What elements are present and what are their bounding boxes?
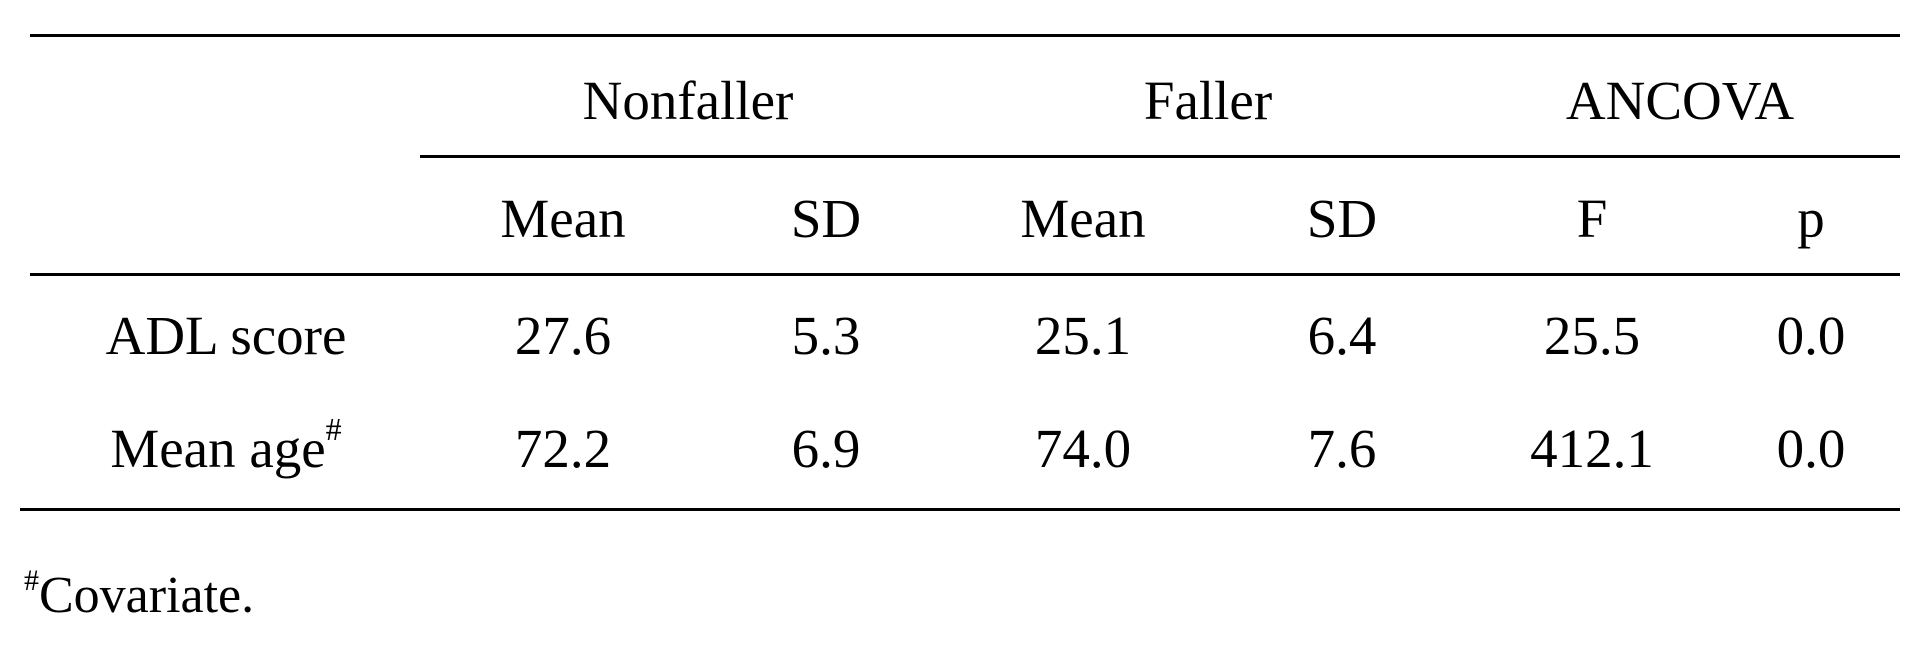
- row-nonfaller-mean: 72.2: [514, 418, 612, 479]
- table-bottom-rule: [20, 508, 1900, 511]
- row-nonfaller-sd: 6.9: [791, 418, 861, 479]
- subheader-rule: [30, 273, 1900, 276]
- row-ancova-p: 0.0: [1776, 418, 1846, 479]
- table-footnote: #Covariate.: [24, 565, 255, 624]
- row-label: Mean age#: [110, 413, 341, 479]
- row-label: ADL score: [106, 308, 347, 363]
- row-faller-sd: 7.6: [1307, 418, 1377, 479]
- header-faller: Faller: [1143, 70, 1273, 131]
- covariate-marker: #: [325, 410, 342, 447]
- header-ancova: ANCOVA: [1565, 70, 1795, 131]
- subheader-faller-mean: Mean: [1020, 188, 1146, 249]
- group-header-rule: [420, 155, 1900, 158]
- subheader-nonfaller-mean: Mean: [500, 188, 626, 249]
- subheader-nonfaller-sd: SD: [790, 188, 862, 249]
- row-faller-mean: 74.0: [1034, 418, 1132, 479]
- table-top-rule: [30, 34, 1900, 37]
- subheader-ancova-p: p: [1797, 188, 1825, 249]
- row-faller-sd: 6.4: [1307, 305, 1377, 366]
- row-nonfaller-sd: 5.3: [791, 305, 861, 366]
- row-ancova-f: 412.1: [1530, 418, 1654, 479]
- row-label-text: Mean age: [110, 418, 326, 479]
- subheader-ancova-f: F: [1576, 188, 1608, 249]
- subheader-faller-sd: SD: [1306, 188, 1378, 249]
- header-nonfaller: Nonfaller: [582, 70, 794, 131]
- row-ancova-f: 25.5: [1543, 305, 1641, 366]
- row-ancova-p: 0.0: [1776, 305, 1846, 366]
- row-nonfaller-mean: 27.6: [514, 305, 612, 366]
- footnote-marker: #: [24, 563, 39, 597]
- row-label-text: ADL score: [105, 305, 347, 366]
- footnote-text: Covariate.: [39, 567, 255, 624]
- row-faller-mean: 25.1: [1034, 305, 1132, 366]
